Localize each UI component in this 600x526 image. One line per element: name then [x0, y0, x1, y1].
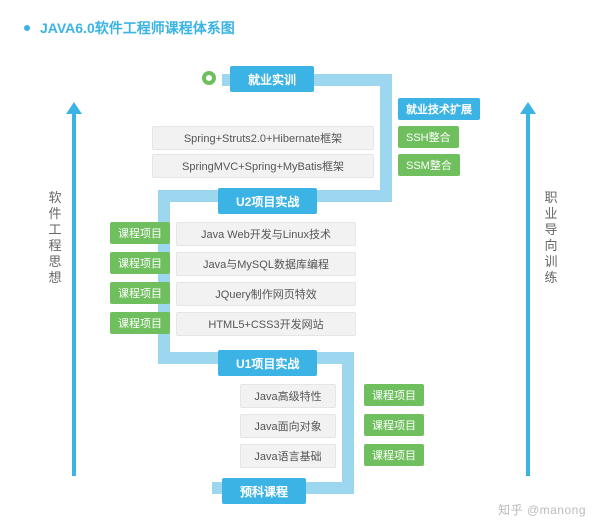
course-tag: 课程项目 — [110, 282, 170, 304]
u2-box-row: JQuery制作网页特效 — [176, 282, 356, 306]
ssm-box: SpringMVC+Spring+MyBatis框架 — [152, 154, 374, 178]
u1-box-row: Java语言基础 — [240, 444, 336, 468]
top-right-tag: 就业技术扩展 — [398, 98, 480, 120]
ssm-row: SpringMVC+Spring+MyBatis框架 — [152, 154, 374, 178]
u2-tag-row: 课程项目 — [110, 222, 170, 244]
ssh-row: Spring+Struts2.0+Hibernate框架 — [152, 126, 374, 150]
ssm-tag: SSM整合 — [398, 154, 460, 176]
u1-banner-row: U1项目实战 — [218, 350, 317, 376]
ssh-box: Spring+Struts2.0+Hibernate框架 — [152, 126, 374, 150]
course-tag: 课程项目 — [110, 252, 170, 274]
u2-tag-row: 课程项目 — [110, 282, 170, 304]
right-arrow — [526, 112, 530, 476]
arrow-head-icon — [520, 102, 536, 114]
watermark: 知乎 @manong — [498, 501, 586, 518]
course-tag: 课程项目 — [364, 414, 424, 436]
ssh-tag-row: SSH整合 — [398, 126, 459, 148]
course-tag: 课程项目 — [110, 312, 170, 334]
top-right-tag-row: 就业技术扩展 — [398, 98, 480, 120]
course-tag: 课程项目 — [110, 222, 170, 244]
path-seg — [158, 190, 170, 360]
right-side-label: 职业导向训练 — [544, 190, 558, 286]
course-tag: 课程项目 — [364, 384, 424, 406]
course-box: Java与MySQL数据库编程 — [176, 252, 356, 276]
page-header: JAVA6.0软件工程师课程体系图 — [0, 0, 600, 38]
u1-tag-row: 课程项目 — [364, 444, 424, 466]
u1-banner: U1项目实战 — [218, 350, 317, 376]
u2-banner: U2项目实战 — [218, 188, 317, 214]
path-start-dot-icon — [202, 71, 216, 85]
course-box: Java面向对象 — [240, 414, 336, 438]
u2-box-row: Java与MySQL数据库编程 — [176, 252, 356, 276]
ssm-tag-row: SSM整合 — [398, 154, 460, 176]
title-bullet-icon — [24, 25, 30, 31]
left-arrow — [72, 112, 76, 476]
arrow-head-icon — [66, 102, 82, 114]
u1-box-row: Java面向对象 — [240, 414, 336, 438]
path-seg — [342, 352, 354, 488]
u2-tag-row: 课程项目 — [110, 252, 170, 274]
course-tag: 课程项目 — [364, 444, 424, 466]
course-box: Java Web开发与Linux技术 — [176, 222, 356, 246]
bottom-banner: 预科课程 — [222, 478, 306, 504]
course-box: Java高级特性 — [240, 384, 336, 408]
u2-box-row: Java Web开发与Linux技术 — [176, 222, 356, 246]
path-seg — [380, 74, 392, 196]
course-box: HTML5+CSS3开发网站 — [176, 312, 356, 336]
u2-tag-row: 课程项目 — [110, 312, 170, 334]
page-title: JAVA6.0软件工程师课程体系图 — [40, 18, 235, 38]
top-section: 就业实训 — [230, 66, 314, 92]
u1-tag-row: 课程项目 — [364, 384, 424, 406]
ssh-tag: SSH整合 — [398, 126, 459, 148]
u2-box-row: HTML5+CSS3开发网站 — [176, 312, 356, 336]
course-box: JQuery制作网页特效 — [176, 282, 356, 306]
u2-banner-row: U2项目实战 — [218, 188, 317, 214]
u1-box-row: Java高级特性 — [240, 384, 336, 408]
top-banner: 就业实训 — [230, 66, 314, 92]
u1-tag-row: 课程项目 — [364, 414, 424, 436]
bottom-banner-row: 预科课程 — [222, 478, 306, 504]
left-side-label: 软件工程思想 — [48, 190, 62, 286]
course-box: Java语言基础 — [240, 444, 336, 468]
